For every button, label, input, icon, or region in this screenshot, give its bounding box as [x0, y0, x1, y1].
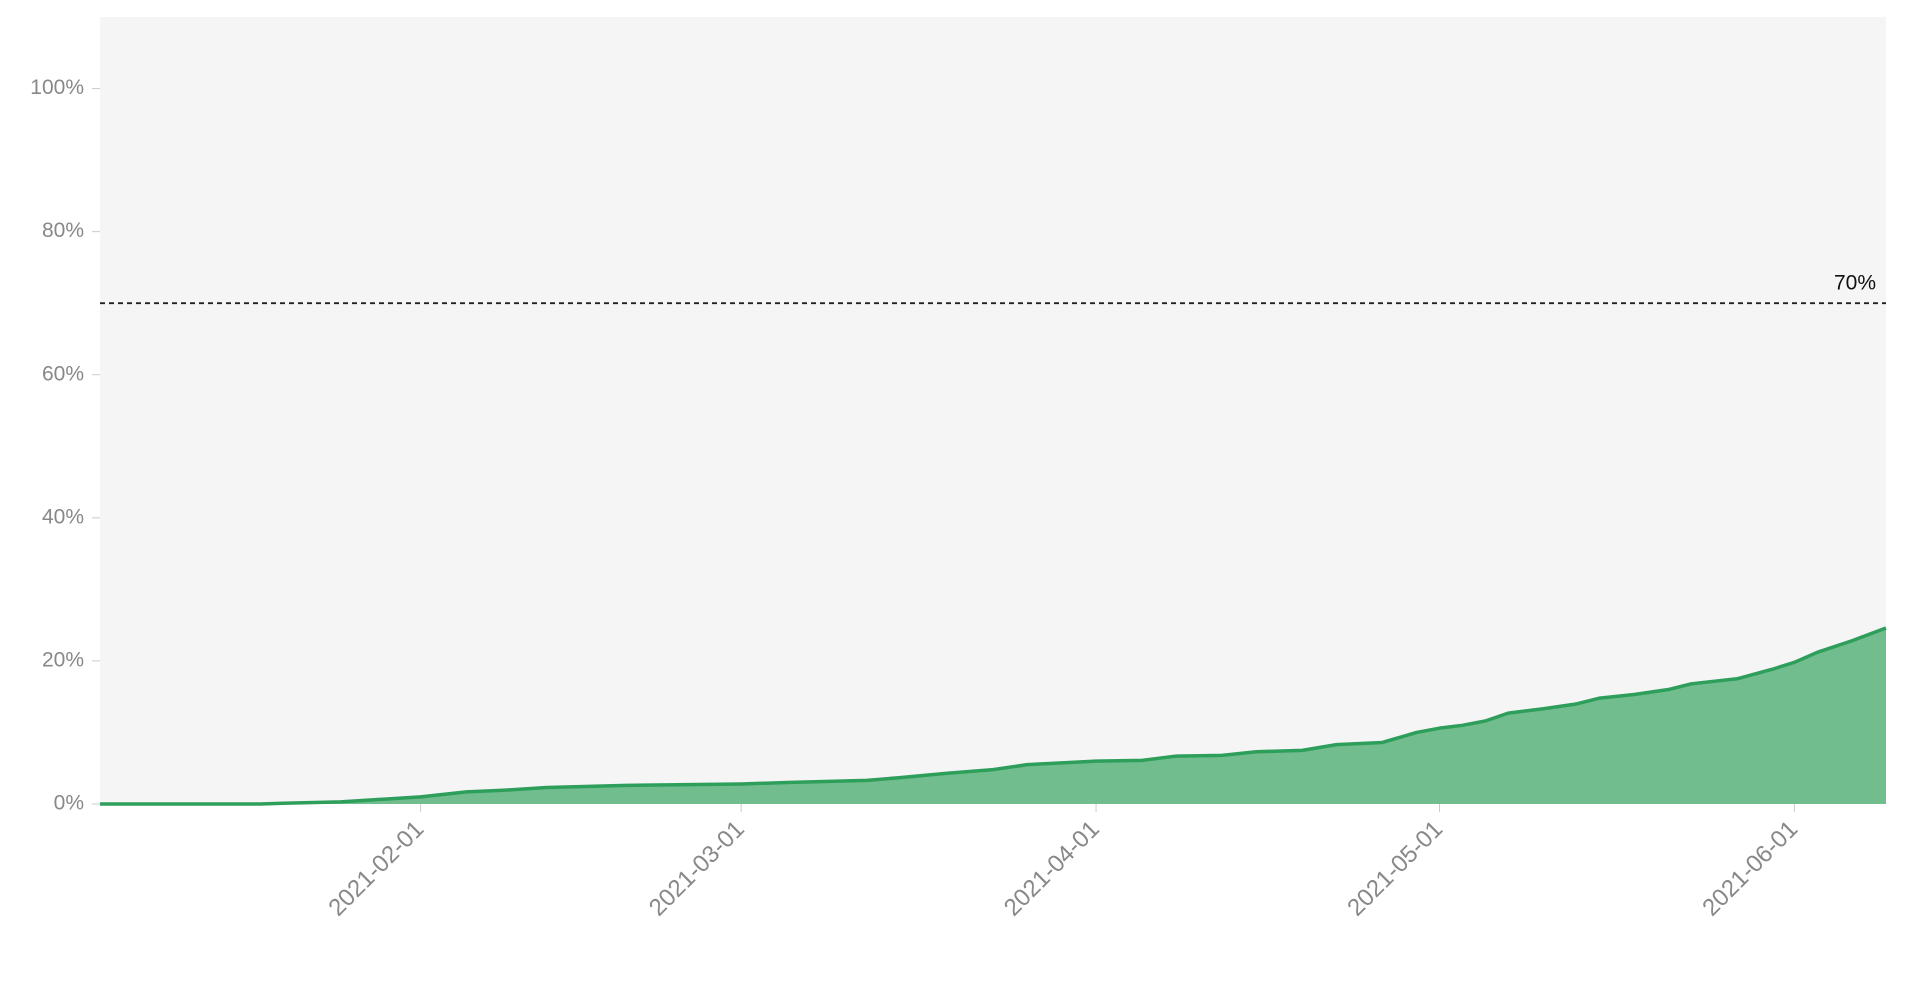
threshold-label: 70%	[1834, 272, 1876, 295]
x-tick-label: 2021-05-01	[1342, 816, 1448, 922]
x-tick-label: 2021-02-01	[323, 816, 429, 922]
y-tick-label: 100%	[30, 76, 84, 99]
y-tick-label: 60%	[42, 362, 84, 385]
x-tick-label: 2021-03-01	[644, 816, 750, 922]
x-tick-label: 2021-04-01	[999, 816, 1105, 922]
area	[100, 627, 1886, 804]
x-tick-label: 2021-06-01	[1697, 816, 1803, 922]
y-tick-label: 20%	[42, 648, 84, 671]
y-tick-label: 80%	[42, 219, 84, 242]
line	[100, 626, 1887, 806]
y-tick-label: 40%	[42, 505, 84, 528]
y-tick-label: 0%	[54, 792, 84, 815]
plot-area	[100, 17, 1886, 804]
